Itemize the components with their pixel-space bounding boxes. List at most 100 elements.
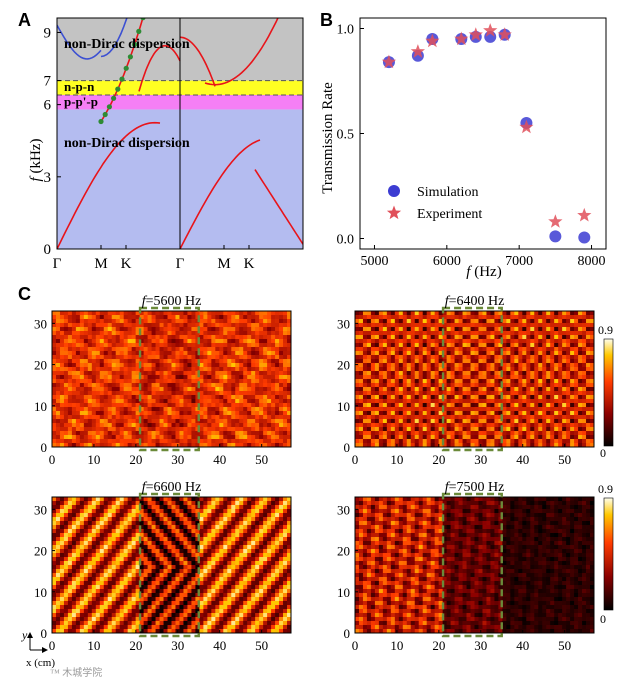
heatmap-cell — [159, 497, 164, 502]
heatmap-cell — [91, 319, 97, 324]
heatmap-cell — [179, 347, 184, 352]
heatmap-cell — [402, 343, 408, 348]
heatmap-cell — [394, 391, 400, 396]
heatmap-cell — [446, 335, 451, 340]
heatmap-cell — [159, 319, 164, 324]
heatmap-cell — [526, 427, 531, 432]
heatmap-cell — [462, 351, 467, 356]
heatmap-cell — [151, 379, 156, 384]
x-tick-label-a-4: M — [217, 256, 230, 272]
heatmap-cell — [223, 375, 228, 380]
heatmap-cell — [518, 403, 523, 408]
heatmap-cell — [554, 407, 559, 412]
heatmap-cell — [418, 439, 424, 444]
heatmap-cell — [574, 375, 579, 380]
heatmap-cell — [394, 411, 400, 416]
heatmap-cell — [494, 443, 499, 448]
heatmap-cell — [283, 371, 288, 376]
heatmap-cell — [406, 419, 412, 424]
heatmap-cell — [83, 427, 89, 432]
heatmap-cell — [167, 359, 172, 364]
heatmap-cell — [522, 335, 527, 340]
heatmap-cell — [247, 533, 252, 538]
heatmap-cell — [163, 323, 168, 328]
heatmap-cell — [151, 339, 156, 344]
heatmap-cell — [131, 419, 137, 424]
heatmap-cell — [71, 517, 77, 522]
heatmap-cell — [199, 541, 204, 546]
heatmap-cell — [219, 521, 224, 526]
heatmap-cell — [390, 435, 396, 440]
heatmap-cell — [558, 375, 563, 380]
heatmap-cell — [251, 363, 256, 368]
heatmap-cell — [243, 509, 248, 514]
heatmap-cell — [139, 339, 145, 344]
heatmap-cell — [199, 497, 204, 502]
heatmap-cell — [59, 521, 65, 526]
heatmap-cell — [91, 545, 97, 550]
heatmap-cell — [143, 529, 148, 534]
heatmap-cell — [52, 439, 57, 444]
heatmap-cell — [187, 423, 192, 428]
heatmap-cell — [227, 323, 232, 328]
heatmap-cell — [374, 335, 380, 340]
heatmap-cell — [231, 367, 236, 372]
heatmap-cell — [510, 339, 515, 344]
heatmap-cell — [83, 343, 89, 348]
heatmap-cell — [271, 383, 276, 388]
heatmap-cell — [390, 419, 396, 424]
heatmap-cell — [215, 335, 220, 340]
heatmap-cell — [418, 339, 424, 344]
heatmap-cell — [542, 351, 547, 356]
heatmap-cell — [55, 525, 61, 530]
heatmap-cell — [107, 509, 113, 514]
heatmap-cell — [287, 415, 292, 420]
heatmap-cell — [175, 347, 180, 352]
heatmap-cell — [52, 347, 57, 352]
heatmap-cell — [566, 419, 571, 424]
heatmap-cell — [251, 411, 256, 416]
heatmap-cell — [263, 431, 268, 436]
heatmap-cell — [191, 501, 196, 506]
heatmap-cell — [271, 367, 276, 372]
heatmap-cell — [382, 423, 388, 428]
heatmap-cell — [386, 427, 392, 432]
heatmap-cell — [215, 541, 220, 546]
heatmap-cell — [287, 343, 292, 348]
heatmap-cell — [83, 435, 89, 440]
heatmap-cell — [183, 331, 188, 336]
heatmap-cell — [287, 513, 292, 518]
heatmap-cell — [175, 525, 180, 530]
heatmap-cell — [115, 541, 121, 546]
heatmap-cell — [370, 399, 376, 404]
heatmap-cell — [394, 363, 400, 368]
heatmap-cell — [155, 351, 160, 356]
heatmap-cell — [187, 541, 192, 546]
heatmap-cell — [534, 391, 539, 396]
heatmap-cell — [410, 371, 416, 376]
heatmap-cell — [119, 323, 125, 328]
heatmap-cell — [52, 343, 57, 348]
heatmap-cell — [75, 327, 81, 332]
heatmap-cell — [474, 371, 479, 376]
heatmap-cell — [406, 367, 412, 372]
heatmap-cell — [147, 537, 152, 542]
heatmap-cell — [446, 411, 451, 416]
heatmap-cell — [522, 327, 527, 332]
heatmap-cell — [466, 431, 471, 436]
heatmap-cell — [263, 419, 268, 424]
heatmap-cell — [366, 351, 372, 356]
heatmap-cell — [498, 335, 503, 340]
heatmap-cell — [287, 505, 292, 510]
heatmap-cell — [119, 427, 125, 432]
heatmap-cell — [79, 371, 85, 376]
heatmap-cell — [79, 513, 85, 518]
heatmap-cell — [486, 391, 491, 396]
heatmap-cell — [283, 351, 288, 356]
heatmap-cell — [430, 407, 436, 412]
heatmap-cell — [135, 545, 141, 550]
heatmap-cell — [95, 439, 101, 444]
heatmap-cell — [67, 367, 73, 372]
heatmap-cell — [183, 509, 188, 514]
heatmap-cell — [143, 431, 148, 436]
